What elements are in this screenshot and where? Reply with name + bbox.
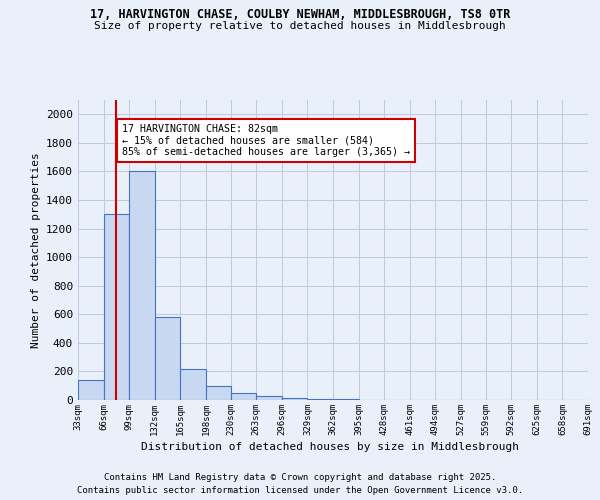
- Bar: [307, 398, 333, 400]
- Bar: [206, 386, 230, 400]
- Bar: [155, 317, 181, 400]
- Bar: [78, 380, 104, 400]
- Y-axis label: Number of detached properties: Number of detached properties: [31, 152, 41, 348]
- Text: Distribution of detached houses by size in Middlesbrough: Distribution of detached houses by size …: [141, 442, 519, 452]
- Bar: [181, 370, 206, 400]
- Bar: [333, 398, 359, 400]
- Text: Contains HM Land Registry data © Crown copyright and database right 2025.: Contains HM Land Registry data © Crown c…: [104, 472, 496, 482]
- Bar: [104, 214, 129, 400]
- Text: Contains public sector information licensed under the Open Government Licence v3: Contains public sector information licen…: [77, 486, 523, 495]
- Bar: [256, 396, 282, 400]
- Text: Size of property relative to detached houses in Middlesbrough: Size of property relative to detached ho…: [94, 21, 506, 31]
- Text: 17 HARVINGTON CHASE: 82sqm
← 15% of detached houses are smaller (584)
85% of sem: 17 HARVINGTON CHASE: 82sqm ← 15% of deta…: [122, 124, 410, 158]
- Bar: [282, 398, 307, 400]
- Bar: [129, 172, 155, 400]
- Bar: [230, 393, 256, 400]
- Text: 17, HARVINGTON CHASE, COULBY NEWHAM, MIDDLESBROUGH, TS8 0TR: 17, HARVINGTON CHASE, COULBY NEWHAM, MID…: [90, 8, 510, 20]
